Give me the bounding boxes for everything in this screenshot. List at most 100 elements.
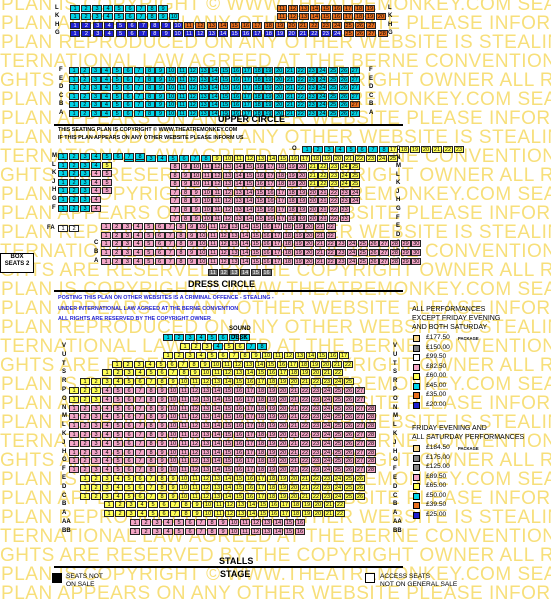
seat[interactable]: 24 bbox=[377, 154, 387, 162]
seat[interactable]: 13 bbox=[201, 387, 211, 394]
seat[interactable]: 9 bbox=[157, 457, 167, 465]
seat[interactable]: 10 bbox=[166, 101, 177, 109]
seat[interactable]: 7 bbox=[133, 92, 144, 100]
seat[interactable]: 17 bbox=[339, 351, 349, 359]
seat[interactable]: 18 bbox=[276, 163, 286, 170]
seat[interactable]: 7 bbox=[133, 84, 144, 92]
seat[interactable]: 4 bbox=[101, 75, 112, 83]
seat[interactable]: 10 bbox=[197, 223, 208, 231]
seat[interactable]: 17 bbox=[343, 13, 353, 21]
seat[interactable]: 1 bbox=[69, 110, 79, 117]
seat[interactable]: 27 bbox=[355, 448, 365, 456]
seat[interactable]: 6 bbox=[124, 457, 134, 465]
seat[interactable]: 13 bbox=[201, 431, 211, 438]
seat[interactable]: 10 bbox=[179, 492, 189, 500]
seat[interactable]: 18 bbox=[267, 483, 277, 491]
seat[interactable]: 17 bbox=[241, 75, 252, 83]
seat[interactable]: 15 bbox=[223, 439, 233, 447]
seat[interactable]: 7 bbox=[165, 240, 176, 248]
seat[interactable]: 3 bbox=[152, 519, 162, 526]
seat[interactable]: 27 bbox=[355, 404, 365, 412]
seat[interactable]: 10 bbox=[168, 413, 178, 421]
seat[interactable]: 2 bbox=[141, 519, 151, 526]
seat[interactable]: 13 bbox=[229, 231, 240, 239]
seat[interactable]: 9 bbox=[168, 492, 178, 500]
seat[interactable]: 19 bbox=[267, 466, 277, 474]
seat[interactable]: 10 bbox=[179, 378, 189, 386]
seat[interactable]: 22 bbox=[343, 360, 353, 368]
seat[interactable]: 4 bbox=[145, 360, 155, 368]
seat[interactable]: 6 bbox=[235, 343, 245, 350]
seat[interactable]: 16 bbox=[234, 431, 244, 438]
seat[interactable]: 25 bbox=[344, 475, 354, 482]
seat[interactable]: 26 bbox=[355, 492, 365, 500]
seat[interactable]: 4 bbox=[91, 204, 101, 212]
seat[interactable]: 21 bbox=[318, 197, 329, 205]
seat[interactable]: 14 bbox=[212, 404, 222, 412]
seat[interactable]: 7 bbox=[165, 223, 176, 231]
seat[interactable]: 15 bbox=[220, 75, 231, 83]
seat[interactable]: 12 bbox=[218, 257, 229, 265]
seat[interactable]: 30 bbox=[411, 240, 422, 248]
seat[interactable]: 24 bbox=[322, 413, 332, 421]
seat[interactable]: 3 bbox=[90, 92, 101, 100]
seat[interactable]: 11 bbox=[208, 231, 218, 239]
seat[interactable]: 23 bbox=[311, 422, 321, 430]
seat[interactable]: 10 bbox=[168, 466, 178, 474]
seat[interactable]: 12 bbox=[218, 223, 229, 231]
seat[interactable]: 25 bbox=[333, 457, 343, 465]
seat[interactable]: 19 bbox=[263, 110, 274, 117]
seat[interactable]: 20 bbox=[333, 154, 343, 162]
seat[interactable]: 5 bbox=[143, 231, 154, 239]
seat[interactable]: 17 bbox=[280, 501, 290, 509]
seat[interactable]: 23 bbox=[311, 457, 321, 465]
seat[interactable]: 23 bbox=[322, 475, 332, 482]
seat[interactable]: 22 bbox=[311, 483, 321, 491]
seat[interactable]: 15 bbox=[250, 269, 261, 276]
seat[interactable]: 19 bbox=[286, 171, 297, 179]
seat[interactable]: 7 bbox=[368, 146, 378, 153]
seat[interactable]: 12 bbox=[223, 206, 233, 213]
seat[interactable]: 28 bbox=[366, 439, 376, 447]
seat[interactable]: 24 bbox=[347, 240, 358, 248]
seat[interactable]: 9 bbox=[158, 5, 168, 12]
seat[interactable]: 11 bbox=[190, 378, 200, 386]
seat[interactable]: 26 bbox=[344, 387, 354, 394]
seat[interactable]: 11 bbox=[179, 422, 189, 430]
seat[interactable]: 6 bbox=[157, 369, 167, 377]
seat[interactable]: 27 bbox=[355, 457, 365, 465]
seat[interactable]: 23 bbox=[306, 67, 317, 74]
seat[interactable]: 13 bbox=[233, 206, 244, 213]
seat[interactable]: 8 bbox=[240, 351, 250, 359]
seat[interactable]: 28 bbox=[366, 448, 376, 456]
seat[interactable]: 1 bbox=[69, 422, 79, 430]
seat[interactable]: 7 bbox=[165, 231, 176, 239]
seat[interactable]: 11 bbox=[212, 197, 223, 205]
seat[interactable]: 20 bbox=[278, 404, 288, 412]
seat[interactable]: 17 bbox=[272, 223, 283, 231]
seat[interactable]: 21 bbox=[324, 510, 334, 518]
seat[interactable]: 5 bbox=[156, 360, 166, 368]
seat[interactable]: 16 bbox=[231, 110, 241, 117]
seat[interactable]: 8 bbox=[175, 223, 186, 231]
seat[interactable]: 8 bbox=[146, 395, 156, 403]
seat[interactable]: 22 bbox=[325, 257, 336, 265]
seat[interactable]: 8 bbox=[181, 510, 191, 518]
seat[interactable]: 18 bbox=[252, 84, 263, 92]
seat[interactable]: 14 bbox=[212, 439, 222, 447]
seat[interactable]: 18 bbox=[256, 457, 266, 465]
seat[interactable]: 11 bbox=[190, 483, 200, 491]
seat[interactable]: 9 bbox=[191, 188, 202, 196]
seat[interactable]: 18 bbox=[263, 21, 274, 29]
seat[interactable]: 8 bbox=[157, 483, 167, 491]
seat[interactable]: 12 bbox=[190, 387, 200, 394]
seat[interactable]: 28 bbox=[366, 422, 376, 430]
seat[interactable]: 17 bbox=[300, 154, 310, 162]
seat[interactable]: 11 bbox=[201, 171, 212, 179]
seat[interactable]: 13 bbox=[198, 110, 209, 117]
seat[interactable]: 3 bbox=[91, 422, 101, 430]
seat[interactable]: 7 bbox=[135, 413, 145, 421]
seat[interactable]: 16 bbox=[231, 92, 241, 100]
seat[interactable]: 12 bbox=[251, 527, 261, 535]
seat[interactable]: 20 bbox=[297, 180, 308, 188]
